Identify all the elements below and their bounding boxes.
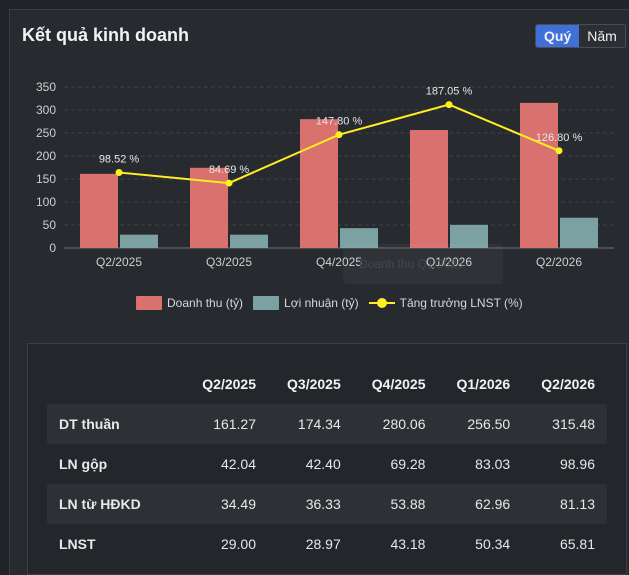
y-tick-label: 50	[43, 218, 57, 232]
table-header-cell	[47, 364, 183, 404]
table-cell: 256.50	[437, 404, 523, 444]
table-cell: 28.97	[268, 524, 353, 564]
legend-profit[interactable]: Lợi nhuận (tỷ)	[253, 296, 359, 310]
legend-swatch-growth	[368, 296, 395, 310]
chart-tooltip: Doanh thu Q1/2026	[343, 244, 503, 284]
table-cell: 161.27	[183, 404, 269, 444]
legend-label-revenue: Doanh thu (tỷ)	[167, 296, 244, 310]
x-tick-label: Q4/2025	[316, 255, 362, 269]
revenue-bar	[300, 119, 338, 249]
revenue-bar	[520, 102, 558, 248]
growth-point	[335, 131, 343, 139]
table-cell: 29.00	[183, 524, 269, 564]
row-label: LN gộp	[47, 444, 184, 484]
table-header-cell: Q1/2026	[456, 376, 511, 392]
table-cell: 53.88	[352, 484, 438, 524]
growth-point	[225, 179, 233, 187]
row-label: LNST	[47, 524, 184, 564]
growth-point	[115, 168, 123, 176]
table-cell: 43.18	[352, 524, 438, 564]
table-cell: 36.33	[268, 484, 353, 524]
profit-bar	[560, 217, 598, 248]
profit-bar	[230, 234, 268, 248]
table-header-cell: Q2/2026	[541, 376, 595, 392]
table-cell: 98.96	[522, 444, 607, 484]
y-tick-label: 150	[36, 172, 56, 186]
table-cell: 69.28	[352, 444, 438, 484]
business-results-chart: 0 50 100 150 200 250 300 350 Q2/2025 Q3/2025 Q4/20…	[36, 80, 614, 269]
chart-legend: Doanh thu (tỷ) Lợi nhuận (tỷ) Tăng trưởn…	[136, 296, 523, 310]
profit-bar	[450, 224, 488, 248]
table-cell: 50.34	[437, 524, 523, 564]
x-tick-label: Q1/2026	[426, 255, 472, 269]
table-row: LN từ HĐKD 34.49 36.33 53.88 62.96 81.13	[47, 484, 607, 524]
table-row: LNST 29.00 28.97 43.18 50.34 65.81	[47, 524, 607, 564]
table-cell: 174.34	[268, 404, 353, 444]
table-cell: 42.40	[268, 444, 353, 484]
table-cell: 81.13	[522, 484, 607, 524]
table-cell: 42.04	[183, 444, 269, 484]
legend-label-profit: Lợi nhuận (tỷ)	[284, 296, 359, 310]
x-tick-label: Q2/2026	[536, 255, 582, 269]
panel-title: Kết quả kinh doanh	[22, 25, 190, 45]
y-tick-label: 100	[36, 195, 56, 209]
table-header-cell: Q2/2025	[202, 376, 257, 392]
table-header-cell: Q4/2025	[371, 376, 426, 392]
table-row: DT thuần 161.27 174.34 280.06 256.50 315…	[47, 404, 607, 444]
y-tick-label: 350	[36, 80, 56, 94]
growth-data-label: 187.05 %	[426, 86, 473, 98]
revenue-bar	[80, 173, 118, 248]
table-row: LN gộp 42.04 42.40 69.28 83.03 98.96	[47, 444, 607, 484]
x-tick-label: Q2/2025	[96, 255, 142, 269]
quarter-button[interactable]: Quý	[536, 25, 580, 47]
x-tick-label: Q3/2025	[206, 255, 252, 269]
growth-point	[445, 101, 453, 109]
growth-data-label: 84.69 %	[209, 164, 250, 176]
table-cell: 62.96	[437, 484, 523, 524]
y-tick-label: 300	[36, 103, 56, 117]
legend-growth[interactable]: Tăng trưởng LNST (%)	[368, 296, 523, 310]
table-header-cell: Q3/2025	[287, 376, 341, 392]
profit-bar	[120, 234, 158, 248]
year-button[interactable]: Năm	[579, 25, 625, 47]
growth-data-label: 126.80 %	[536, 132, 583, 144]
table-cell: 65.81	[522, 524, 607, 564]
legend-label-growth: Tăng trưởng LNST (%)	[399, 296, 523, 310]
growth-data-label: 98.52 %	[99, 153, 140, 165]
legend-swatch-revenue	[136, 296, 162, 310]
table-cell: 34.49	[183, 484, 269, 524]
y-tick-label: 200	[36, 149, 56, 163]
table-header-row: Q2/2025 Q3/2025 Q4/2025 Q1/2026 Q2/2026	[47, 364, 607, 404]
revenue-bar	[410, 130, 448, 248]
legend-swatch-profit	[253, 296, 280, 310]
table-cell: 280.06	[352, 404, 438, 444]
table-cell: 315.48	[522, 404, 607, 444]
row-label: DT thuần	[47, 404, 184, 444]
row-label: LN từ HĐKD	[47, 484, 184, 524]
legend-revenue[interactable]: Doanh thu (tỷ)	[136, 296, 243, 310]
period-toggle: Quý Năm	[535, 24, 626, 48]
results-table: Q2/2025 Q3/2025 Q4/2025 Q1/2026 Q2/2026 …	[47, 364, 607, 564]
growth-data-label: 147.80 %	[316, 116, 363, 128]
y-tick-label: 0	[49, 241, 56, 255]
y-tick-label: 250	[36, 126, 56, 140]
growth-point	[555, 147, 563, 155]
profit-bar	[340, 228, 378, 248]
results-table-container: Q2/2025 Q3/2025 Q4/2025 Q1/2026 Q2/2026 …	[27, 343, 627, 575]
table-cell: 83.03	[437, 444, 523, 484]
